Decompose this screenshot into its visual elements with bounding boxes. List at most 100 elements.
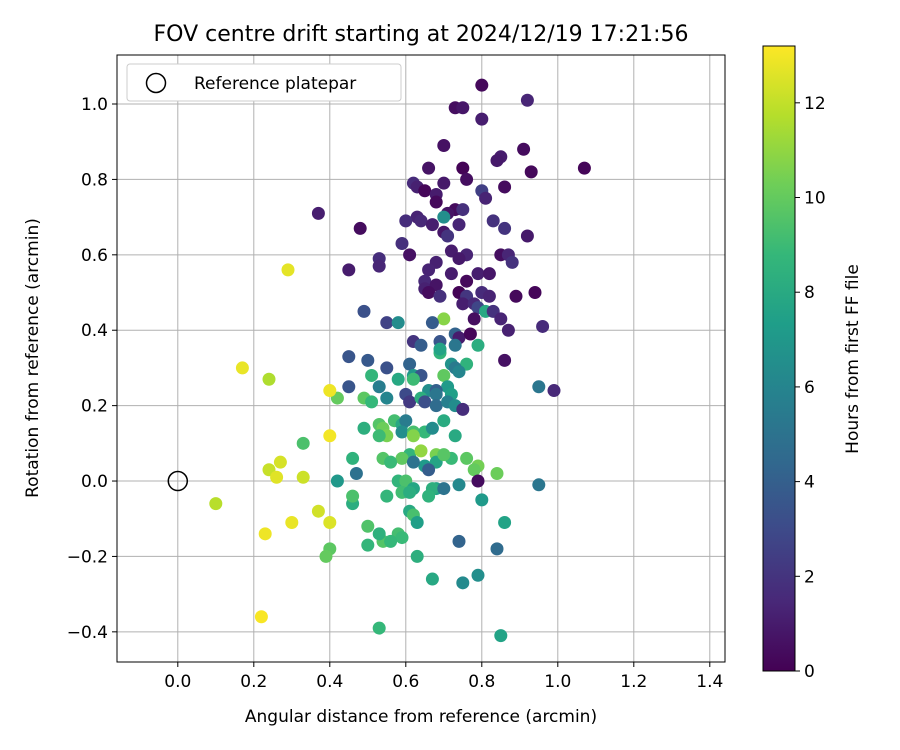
reference-layer bbox=[167, 470, 189, 492]
data-point bbox=[429, 399, 443, 413]
data-point bbox=[433, 342, 447, 356]
y-tick-label: 0.0 bbox=[81, 472, 108, 492]
data-point bbox=[437, 312, 451, 326]
colorbar-tick-label: 8 bbox=[804, 283, 815, 303]
data-point bbox=[406, 372, 420, 386]
data-point bbox=[467, 312, 481, 326]
data-point bbox=[418, 395, 432, 409]
data-point bbox=[357, 304, 371, 318]
data-point bbox=[437, 176, 451, 190]
data-point bbox=[285, 516, 299, 530]
colorbar bbox=[762, 45, 796, 672]
data-point bbox=[361, 538, 375, 552]
data-point bbox=[482, 289, 496, 303]
data-point bbox=[395, 451, 409, 465]
data-point bbox=[342, 350, 356, 364]
y-tick-label: 0.6 bbox=[81, 246, 108, 266]
data-point bbox=[342, 263, 356, 277]
data-point bbox=[357, 421, 371, 435]
data-point bbox=[475, 493, 489, 507]
data-point bbox=[505, 255, 519, 269]
data-point bbox=[384, 455, 398, 469]
data-point bbox=[258, 527, 272, 541]
data-point bbox=[547, 384, 561, 398]
data-point bbox=[422, 463, 436, 477]
data-point bbox=[384, 534, 398, 548]
data-point bbox=[235, 361, 249, 375]
x-tick-label: 0.6 bbox=[392, 672, 419, 692]
data-point bbox=[517, 142, 531, 156]
colorbar-tick-label: 6 bbox=[804, 378, 815, 398]
data-point bbox=[536, 319, 550, 333]
data-point bbox=[520, 93, 534, 107]
data-point bbox=[399, 214, 413, 228]
data-point bbox=[323, 429, 337, 443]
data-point bbox=[273, 455, 287, 469]
data-point bbox=[403, 395, 417, 409]
y-tick-label: 0.8 bbox=[81, 170, 108, 190]
data-point bbox=[475, 112, 489, 126]
data-point bbox=[437, 368, 451, 382]
y-tick-label: 0.2 bbox=[81, 397, 108, 417]
plot-frame bbox=[116, 54, 726, 663]
data-point bbox=[460, 451, 474, 465]
data-point bbox=[270, 470, 284, 484]
data-point bbox=[490, 542, 504, 556]
data-point bbox=[422, 263, 436, 277]
data-point bbox=[456, 161, 470, 175]
data-point bbox=[372, 527, 386, 541]
data-point bbox=[281, 263, 295, 277]
data-point bbox=[452, 534, 466, 548]
data-point bbox=[437, 482, 451, 496]
y-tick-label: 0.4 bbox=[81, 321, 108, 341]
data-point bbox=[437, 448, 451, 462]
data-point bbox=[486, 214, 500, 228]
x-tick-label: 1.2 bbox=[620, 672, 647, 692]
data-point bbox=[425, 572, 439, 586]
x-tick-label: 0.4 bbox=[316, 672, 343, 692]
data-point bbox=[323, 384, 337, 398]
data-point bbox=[437, 414, 451, 428]
data-point bbox=[452, 218, 466, 232]
x-axis-label: Angular distance from reference (arcmin) bbox=[245, 707, 597, 727]
y-axis-ticks: −0.4 −0.2 0.0 0.2 0.4 0.6 0.8 1.0 bbox=[67, 95, 117, 643]
data-point bbox=[471, 474, 485, 488]
colorbar-tick-label: 4 bbox=[804, 473, 815, 493]
data-point bbox=[425, 316, 439, 330]
data-point bbox=[391, 316, 405, 330]
data-point bbox=[414, 214, 428, 228]
colorbar-tick-label: 0 bbox=[804, 662, 815, 682]
y-tick-label: −0.2 bbox=[67, 547, 108, 567]
colorbar-tick-label: 10 bbox=[804, 189, 826, 209]
legend-entry-reference: Reference platepar bbox=[194, 74, 356, 94]
data-point bbox=[403, 485, 417, 499]
data-point bbox=[422, 489, 436, 503]
data-point bbox=[422, 161, 436, 175]
data-point bbox=[494, 312, 508, 326]
data-point bbox=[425, 218, 439, 232]
data-point bbox=[460, 172, 474, 186]
chart-title: FOV centre drift starting at 2024/12/19 … bbox=[154, 22, 689, 47]
y-axis-label: Rotation from reference (arcmin) bbox=[23, 218, 43, 498]
data-point bbox=[414, 444, 428, 458]
data-point bbox=[463, 327, 477, 341]
data-point bbox=[471, 568, 485, 582]
data-point bbox=[498, 353, 512, 367]
data-point bbox=[456, 576, 470, 590]
data-point bbox=[372, 621, 386, 635]
data-point bbox=[406, 455, 420, 469]
data-point bbox=[380, 361, 394, 375]
data-point bbox=[577, 161, 591, 175]
data-point bbox=[254, 610, 268, 624]
x-tick-label: 0.0 bbox=[164, 672, 191, 692]
data-point bbox=[429, 195, 443, 209]
data-point bbox=[296, 436, 310, 450]
data-point bbox=[330, 474, 344, 488]
legend-marker-circle-icon bbox=[145, 72, 167, 94]
data-point bbox=[311, 504, 325, 518]
data-point bbox=[524, 165, 538, 179]
x-axis-ticks: 0.0 0.2 0.4 0.6 0.8 1.0 1.2 1.4 bbox=[164, 662, 723, 692]
data-point bbox=[296, 470, 310, 484]
data-point bbox=[448, 338, 462, 352]
